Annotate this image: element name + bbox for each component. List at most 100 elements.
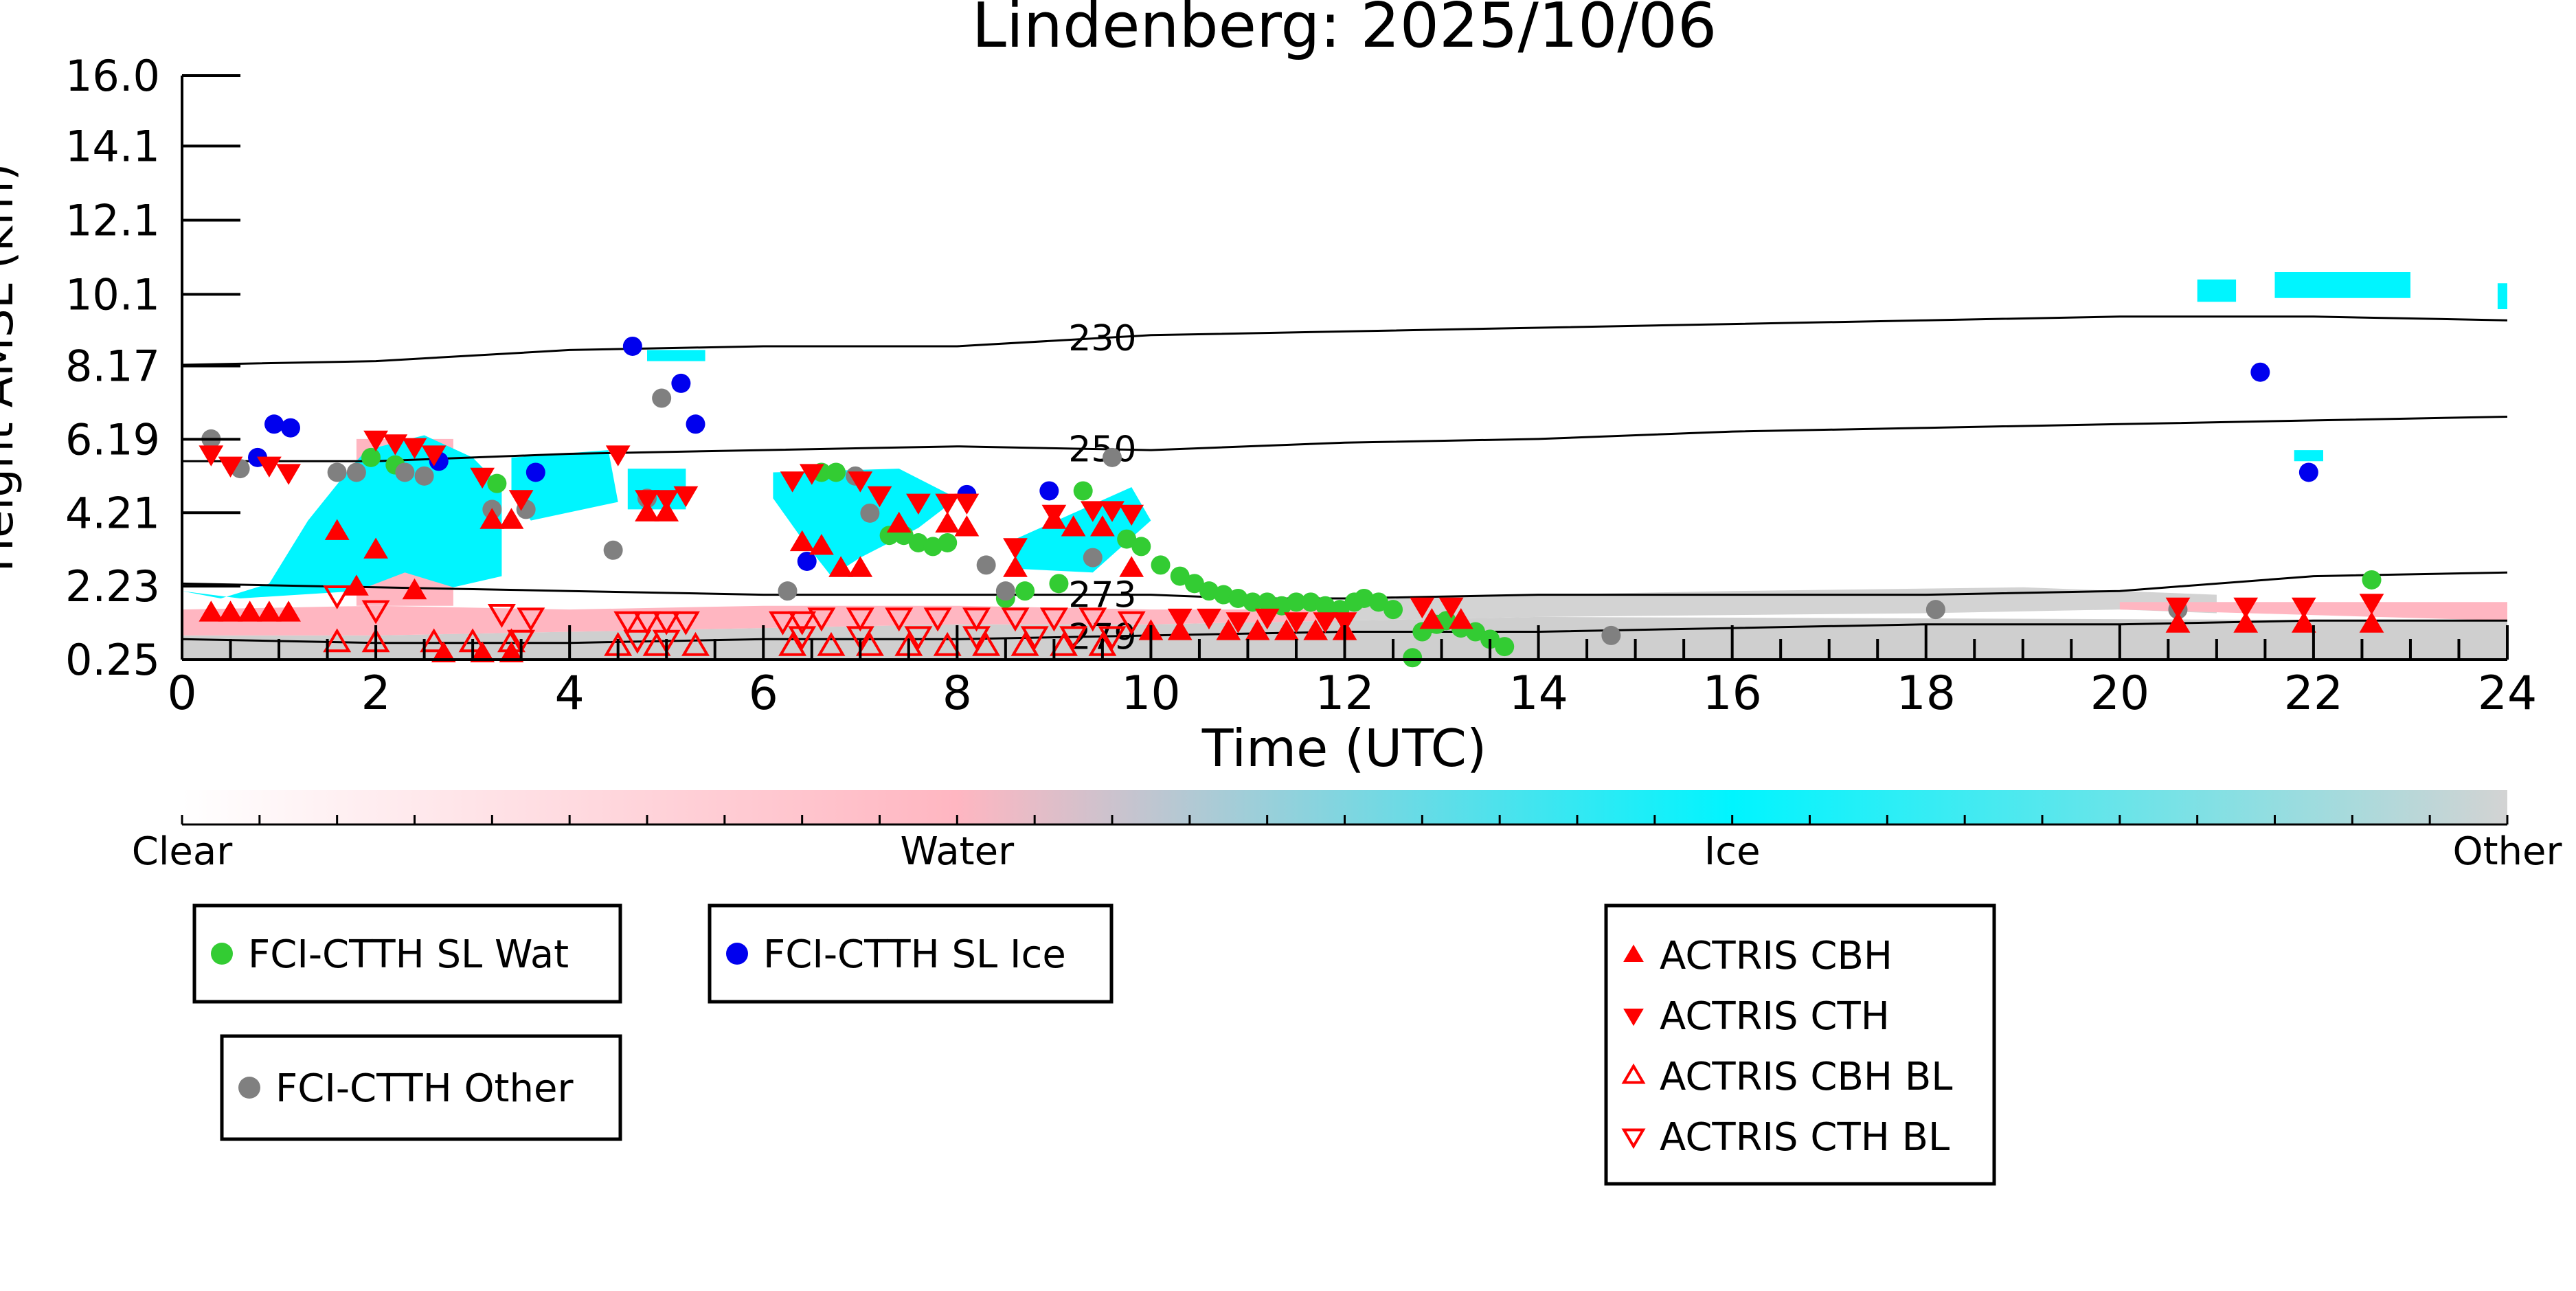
data-point [2233,597,2259,619]
legend-label: ACTRIS CTH BL [1660,1115,1950,1160]
data-point [904,626,933,651]
data-point [603,540,623,560]
legend-box: FCI-CTTH SL Ice [708,903,1114,1004]
data-point [218,600,243,622]
region-ice-12 [2197,279,2237,302]
data-point [686,414,705,434]
data-point [906,493,931,515]
data-point [1301,592,1321,612]
data-point [673,486,699,508]
data-point [954,493,980,515]
data-point [923,537,943,557]
isotherm-230-line [182,315,2507,366]
data-point [799,464,824,485]
y-tick-label: 0.25 [65,635,160,685]
data-point [654,490,679,511]
data-point [1049,574,1069,594]
region-ice-13 [2274,272,2410,298]
data-point [623,629,652,654]
data-point [363,430,388,452]
data-point [807,607,836,632]
data-point [1368,592,1388,612]
data-point [2233,611,2259,633]
x-tick-label: 22 [2284,666,2344,721]
series-actris-cbh-bl [323,628,1117,656]
data-point [923,607,952,632]
data-point [1243,592,1263,612]
data-point [1601,625,1621,645]
data-point [1151,555,1171,575]
data-point [361,447,381,467]
data-point [671,611,700,636]
data-point [654,500,679,521]
data-point [346,462,366,482]
y-tick-label: 4.21 [65,488,160,538]
data-point [1083,548,1103,568]
data-point [1098,626,1127,651]
data-point [671,373,691,393]
data-point [363,537,388,559]
y-tick-label: 6.19 [65,414,160,464]
data-point [1199,581,1219,601]
region-water-3 [2119,602,2507,621]
data-point [2359,611,2384,633]
data-point [797,551,817,571]
data-point [1184,574,1204,594]
data-point [1167,608,1193,630]
data-point [1284,612,1309,633]
colorbar-label-ice: Ice [1704,829,1761,874]
data-point [780,471,805,493]
data-point [938,533,958,552]
data-point [828,556,853,577]
x-axis-label: Time (UTC) [1201,718,1487,778]
data-point [935,493,960,515]
data-point [2291,597,2316,619]
x-tick-label: 24 [2478,666,2538,721]
data-point [1073,481,1093,501]
y-tick-label: 2.23 [65,561,160,611]
data-point [995,581,1015,601]
legend-frame [708,903,1114,1004]
data-point [1119,556,1144,577]
data-point [635,490,659,511]
legend-label: ACTRIS CTH [1660,994,1890,1039]
data-point [867,486,892,508]
data-point [1403,648,1423,668]
series-fci-ctth-sl-wat [361,447,2382,668]
data-point [809,534,834,555]
data-point [1039,481,1059,501]
legend-frame [220,1034,622,1141]
legend-marker [1623,1009,1644,1026]
data-point [1131,537,1151,557]
data-point [1020,626,1049,651]
data-point [1010,631,1039,656]
data-point [1050,631,1078,656]
data-point [1119,504,1144,526]
data-point [1041,504,1067,526]
data-point [1274,619,1299,640]
legend-marker [1621,1128,1646,1149]
data-point [2165,611,2191,633]
data-point [2291,611,2316,633]
data-point [848,556,873,577]
data-point [652,629,681,654]
data-point [1214,585,1234,605]
data-point [323,628,352,653]
data-point [652,611,681,636]
data-point [420,628,449,653]
data-point [1015,581,1035,601]
isotherm-230-label: 230 [1068,318,1136,359]
x-tick-label: 10 [1121,666,1181,721]
data-point [1438,597,1464,619]
data-point [1059,626,1088,651]
data-point [2250,362,2270,382]
data-point [323,585,352,609]
data-point [2165,597,2191,619]
data-point [324,519,350,540]
data-point [848,471,873,493]
x-tick-label: 8 [942,666,972,721]
data-point [1419,608,1445,629]
data-point [395,462,415,482]
data-point [257,600,282,622]
